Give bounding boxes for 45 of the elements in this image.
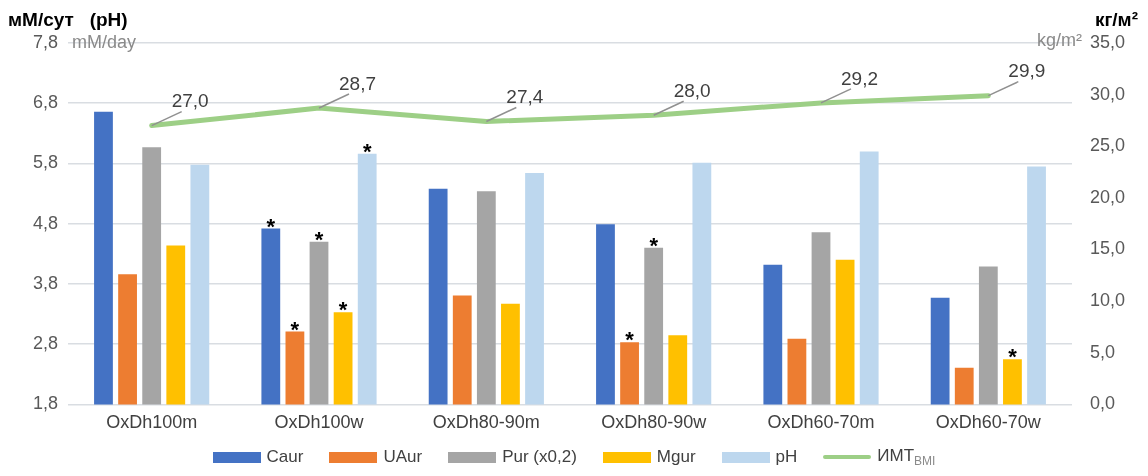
data-label: 28,7 (339, 72, 376, 94)
y-tick-label: 5,8 (32, 152, 58, 173)
y2-tick-label: 25,0 (1090, 135, 1126, 156)
x-tick-label: OxDh100m (106, 412, 198, 433)
data-label: * (649, 232, 659, 258)
data-label: 28,0 (673, 80, 711, 102)
x-tick-label: OxDh100w (274, 412, 365, 433)
legend-label: Pur (x0,2) (502, 447, 577, 468)
data-label: * (338, 297, 348, 323)
y-tick-label: 4,8 (32, 212, 58, 233)
x-tick-label: OxDh60-70w (935, 412, 1042, 433)
y2-tick-label: 10,0 (1090, 290, 1126, 311)
legend-label: Caur (266, 447, 304, 468)
y2-tick-label: 30,0 (1090, 83, 1126, 104)
x-tick-label: OxDh80-90m (432, 412, 540, 433)
data-label: * (625, 327, 635, 353)
x-tick-label: OxDh80-90w (601, 412, 708, 433)
x-tick-label: OxDh60-70m (767, 412, 875, 433)
data-label: 27,4 (506, 86, 544, 108)
y2-tick-label: 0,0 (1090, 393, 1116, 414)
y-tick-label: 7,8 (32, 31, 58, 52)
legend-label: Mgur (656, 447, 696, 468)
data-label: 29,2 (841, 67, 878, 89)
y-tick-label: 3,8 (32, 272, 58, 293)
y-tick-label: 2,8 (32, 333, 58, 354)
data-label: * (314, 226, 324, 252)
data-label: * (362, 138, 372, 164)
annotation: kg/m² (1037, 29, 1083, 50)
y2-tick-label: 35,0 (1090, 31, 1126, 52)
data-label: * (266, 213, 276, 239)
legend-label: pH (775, 447, 798, 468)
y-tick-label: 6,8 (32, 92, 58, 113)
y-axis-title: мМ/сут (pH) (8, 8, 128, 30)
y2-tick-label: 20,0 (1090, 186, 1126, 207)
annotation: mM/day (72, 31, 137, 52)
data-label: * (1008, 344, 1018, 370)
y2-tick-label: 15,0 (1090, 238, 1126, 259)
data-label: 29,9 (1008, 60, 1046, 82)
y2-axis-title: кг/м² (1094, 8, 1138, 30)
legend-label: UAur (383, 447, 423, 468)
y2-tick-label: 5,0 (1090, 341, 1116, 362)
legend-label: ИМТ$_{BMI}$ (877, 446, 936, 469)
data-label: 27,0 (171, 90, 209, 112)
data-label: * (290, 316, 300, 342)
y-tick-label: 1,8 (32, 393, 58, 414)
